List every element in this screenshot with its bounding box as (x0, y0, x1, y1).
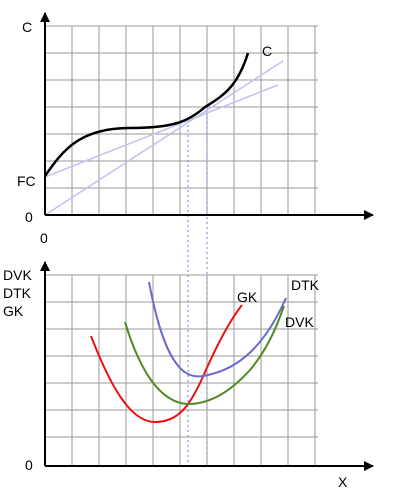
bottom-y-axis-label-3: GK (3, 303, 24, 319)
bottom-y-axis-label-1: DVK (3, 267, 32, 283)
gk-label: GK (237, 289, 258, 305)
total-cost-curve (43, 52, 250, 177)
dtk-curve (148, 281, 287, 378)
top-grid (45, 25, 318, 215)
top-origin-x-label: 0 (40, 230, 48, 246)
cost-curve-label: C (262, 43, 272, 59)
ray-from-fc (44, 84, 279, 178)
dtk-label: DTK (291, 277, 320, 293)
bottom-grid (45, 274, 318, 466)
fc-label: FC (17, 173, 36, 189)
ray-from-origin (44, 60, 284, 216)
top-y-axis-label: C (22, 19, 32, 35)
bottom-y-axis-label-2: DTK (3, 285, 32, 301)
x-axis-label: X (338, 474, 348, 490)
gk-curve (90, 304, 243, 424)
bottom-origin-y-label: 0 (25, 457, 33, 473)
dvk-label: DVK (285, 314, 314, 330)
dvk-curve (124, 305, 285, 406)
top-origin-y-label: 0 (25, 209, 33, 225)
